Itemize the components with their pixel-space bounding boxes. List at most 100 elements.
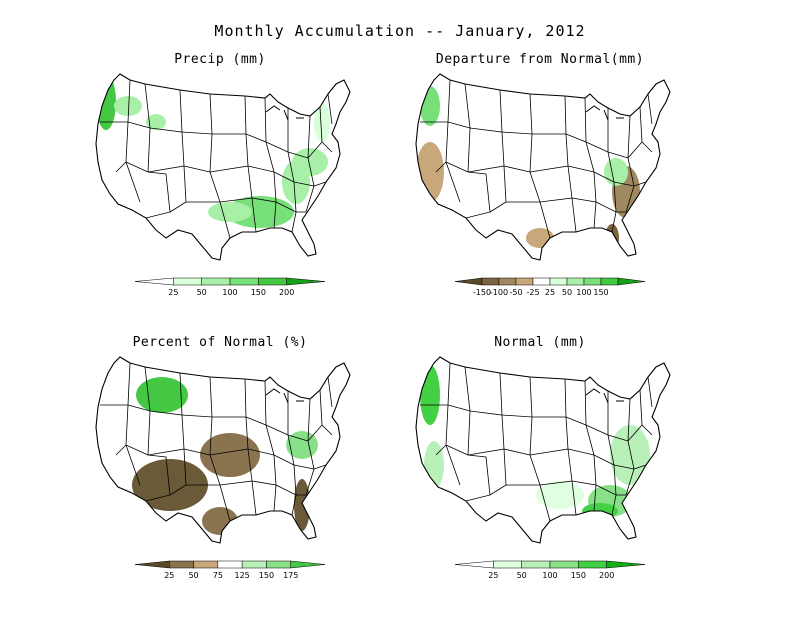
- state-boundary: [245, 97, 267, 143]
- state-boundary: [503, 133, 533, 173]
- state-boundary: [506, 454, 541, 486]
- legend-colorbar: [134, 277, 326, 286]
- legend-swatch: [286, 277, 326, 286]
- great-lakes-outline: [265, 388, 281, 396]
- state-boundary: [503, 416, 533, 456]
- state-boundary: [593, 484, 597, 512]
- panel-title-precip: Precip (mm): [174, 52, 266, 67]
- legend-swatch: [134, 560, 170, 569]
- state-boundary: [467, 414, 505, 456]
- state-boundary: [445, 161, 461, 203]
- legend-tick-label: 150: [250, 288, 266, 297]
- legend-tick-label: 150: [570, 571, 586, 580]
- state-boundary: [571, 480, 577, 516]
- state-boundary: [125, 161, 141, 203]
- map-normal: [415, 356, 671, 544]
- panel-precip: Precip (mm) 25 50 100 150 200: [70, 52, 370, 342]
- state-boundary: [321, 424, 333, 436]
- main-title: Monthly Accumulation -- January, 2012: [214, 22, 586, 40]
- legend-normal: 25 50 100 150 200: [390, 557, 690, 581]
- state-boundary: [212, 378, 247, 418]
- legend-swatch: [134, 277, 174, 286]
- legend-swatch: [606, 560, 646, 569]
- legend-tick-label: 75: [212, 571, 223, 580]
- legend-tick-label: 100: [576, 288, 592, 297]
- legend-tick-label: -100: [489, 288, 509, 297]
- state-boundary: [571, 197, 577, 233]
- state-boundary: [296, 185, 315, 213]
- legend-tick-label: 50: [188, 571, 199, 580]
- region-ohio-valley: [292, 148, 328, 176]
- legend-swatch: [600, 277, 619, 286]
- state-boundary: [501, 93, 533, 135]
- state-boundary: [565, 97, 587, 143]
- state-boundary: [465, 454, 491, 502]
- state-boundary: [565, 380, 587, 426]
- state-boundary: [447, 83, 471, 129]
- state-boundary: [445, 410, 471, 456]
- state-boundary: [251, 480, 257, 516]
- state-boundary: [567, 424, 595, 456]
- state-boundary: [647, 93, 653, 125]
- state-boundary: [647, 376, 653, 408]
- legend-swatch: [617, 277, 646, 286]
- state-boundary: [489, 165, 507, 213]
- panel-title-departure: Departure from Normal(mm): [435, 52, 645, 67]
- state-boundary: [265, 391, 289, 436]
- state-boundary: [125, 410, 151, 456]
- legend-swatch: [454, 560, 494, 569]
- great-lakes-outline: [283, 392, 289, 404]
- legend-swatch: [193, 560, 219, 569]
- legend-tick-label: 100: [222, 288, 238, 297]
- map-shading: [96, 74, 330, 228]
- us-outline: [95, 73, 351, 261]
- state-boundary: [611, 494, 617, 516]
- state-boundary: [275, 464, 297, 496]
- legend-swatch: [169, 560, 194, 569]
- legend-colorbar: [454, 560, 646, 569]
- state-boundary: [186, 171, 221, 203]
- legend-swatch: [217, 560, 243, 569]
- state-boundary: [529, 133, 569, 173]
- state-boundary: [585, 108, 609, 153]
- state-boundary: [633, 464, 647, 470]
- state-boundary: [219, 201, 231, 239]
- state-boundary: [296, 468, 315, 496]
- state-boundary: [489, 448, 507, 496]
- legend-tick-label: 25: [488, 571, 499, 580]
- legend-tick-label: 25: [544, 288, 556, 297]
- legend-swatch: [290, 560, 326, 569]
- state-boundary: [445, 444, 461, 486]
- legend-tick-label: 50: [196, 288, 207, 297]
- us-outline: [95, 356, 351, 544]
- legend-percent: 25 50 75 125 150 175: [70, 557, 370, 581]
- legend-swatch: [266, 560, 291, 569]
- state-boundary: [469, 372, 503, 416]
- panel-normal: Normal (mm) 25 50 100 150 200: [390, 335, 690, 625]
- legend-swatch: [173, 277, 202, 286]
- state-boundary: [313, 181, 327, 187]
- panel-departure: Departure from Normal(mm) -150 -100 -50 -25…: [390, 52, 690, 342]
- state-boundary: [219, 165, 253, 203]
- state-boundary: [539, 448, 573, 486]
- state-boundary: [115, 121, 129, 173]
- region-florida: [605, 224, 619, 252]
- state-boundary: [607, 115, 631, 159]
- state-boundary: [147, 414, 185, 456]
- state-boundary: [212, 95, 247, 135]
- state-boundary: [571, 454, 597, 486]
- region-florida: [294, 479, 310, 531]
- state-boundary: [641, 141, 653, 153]
- state-boundary: [313, 464, 327, 470]
- legend-tick-label: 25: [168, 288, 179, 297]
- legend-swatch: [241, 560, 267, 569]
- legend-tick-label: 175: [283, 571, 299, 580]
- legend-swatch: [498, 277, 517, 286]
- legend-swatch: [549, 560, 579, 569]
- legend-tick-label: 50: [516, 571, 527, 580]
- great-lakes-outline: [603, 392, 609, 404]
- state-boundary: [145, 171, 171, 219]
- legend-tick-label: -150: [472, 288, 492, 297]
- legend-swatch: [521, 560, 551, 569]
- map-shading: [420, 365, 650, 519]
